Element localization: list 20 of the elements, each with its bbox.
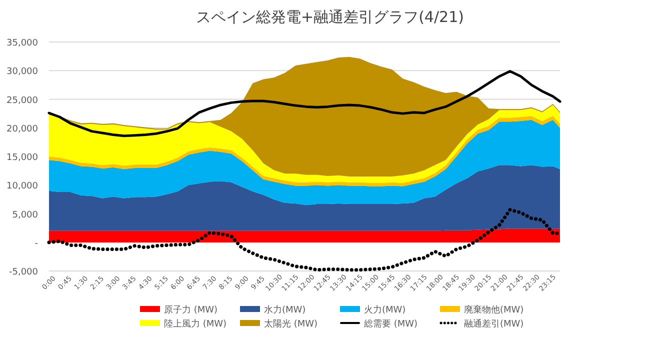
legend-label: 陸上風力 (MW) xyxy=(164,318,227,330)
y-tick-label: 35,000 xyxy=(6,38,38,48)
line-series xyxy=(47,208,562,272)
legend-label: 火力(MW) xyxy=(364,304,406,316)
y-tick-label: -5,000 xyxy=(8,268,38,278)
legend-label: 総需要 (MW) xyxy=(363,318,418,330)
legend-label: 廃棄物他(MW) xyxy=(464,304,524,316)
chart-title: スペイン総発電+融通差引グラフ(4/21) xyxy=(196,8,464,26)
y-tick-label: 15,000 xyxy=(6,153,38,163)
y-tick-label: 25,000 xyxy=(6,96,38,106)
y-tick-label: 10,000 xyxy=(6,182,38,192)
legend-label: 原子力 (MW) xyxy=(164,304,218,316)
legend-label: 太陽光 (MW) xyxy=(264,318,318,330)
legend-label: 水力(MW) xyxy=(264,304,306,316)
y-tick-label: 30,000 xyxy=(6,67,38,78)
y-tick-label: 20,000 xyxy=(6,124,38,134)
line-series xyxy=(48,70,562,138)
y-tick-label: - xyxy=(34,238,38,249)
y-tick-label: 5,000 xyxy=(12,210,38,220)
legend-label: 融通差引(MW) xyxy=(464,318,524,330)
